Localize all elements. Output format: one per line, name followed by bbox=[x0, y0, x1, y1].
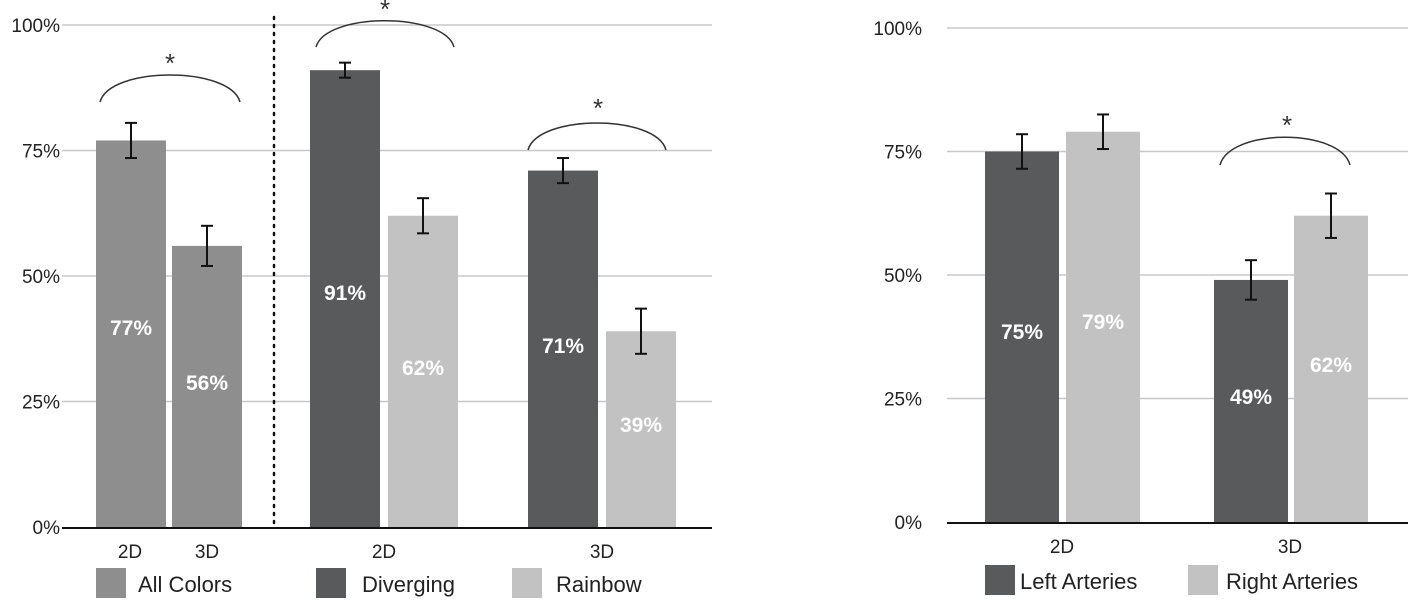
y-tick-label: 25% bbox=[884, 390, 922, 411]
bar-value-label: 62% bbox=[402, 357, 444, 380]
legend-label: All Colors bbox=[138, 572, 232, 597]
y-tick-label: 100% bbox=[11, 16, 60, 37]
chart-panel-2: 0% 25% 50% 75% 100% 75% 79% 49% 62% 2D 3D * Left Art… bbox=[873, 19, 1408, 595]
y-tick-label: 25% bbox=[22, 393, 60, 414]
bar bbox=[528, 170, 598, 527]
bar-value-label: 75% bbox=[1001, 321, 1043, 344]
y-tick-label: 0% bbox=[895, 513, 923, 534]
bar bbox=[606, 331, 676, 527]
bar-value-label: 71% bbox=[542, 335, 584, 358]
bar-value-label: 39% bbox=[620, 414, 662, 437]
x-category-label: 3D bbox=[590, 542, 614, 563]
bar bbox=[310, 70, 380, 528]
legend-label: Right Arteries bbox=[1226, 569, 1358, 594]
bar-value-label: 62% bbox=[1310, 354, 1352, 377]
legend-label: Rainbow bbox=[556, 572, 642, 597]
significance-bracket bbox=[527, 122, 667, 151]
x-category-label: 3D bbox=[195, 542, 219, 563]
bar bbox=[172, 245, 242, 527]
bar bbox=[388, 215, 458, 527]
bar-value-label: 91% bbox=[324, 282, 366, 305]
legend-swatch bbox=[512, 568, 542, 598]
y-tick-label: 75% bbox=[22, 142, 60, 163]
x-category-label: 2D bbox=[372, 542, 396, 563]
bar-value-label: 56% bbox=[186, 372, 228, 395]
bar bbox=[1066, 131, 1140, 523]
y-tick-label: 0% bbox=[33, 518, 61, 539]
significance-marker: * bbox=[1282, 110, 1292, 140]
bar bbox=[1294, 215, 1368, 522]
significance-marker: * bbox=[593, 93, 603, 123]
y-tick-label: 75% bbox=[884, 143, 922, 164]
x-category-label: 2D bbox=[1050, 537, 1074, 558]
bar-value-label: 49% bbox=[1230, 386, 1272, 409]
significance-bracket bbox=[1219, 136, 1351, 166]
legend-swatch bbox=[96, 568, 126, 598]
significance-marker: * bbox=[380, 0, 390, 24]
bar bbox=[1214, 279, 1288, 522]
bar-value-label: 79% bbox=[1082, 311, 1124, 334]
legend-swatch bbox=[316, 568, 346, 598]
bar bbox=[96, 140, 166, 527]
y-tick-label: 50% bbox=[22, 267, 60, 288]
x-category-label: 2D bbox=[118, 542, 142, 563]
significance-bracket bbox=[315, 20, 455, 48]
chart-panel-1: 0% 25% 50% 75% 100% 77% 56% 91% 62% 71% 39% 2D 3D 2D 3… bbox=[11, 0, 712, 598]
bar bbox=[985, 151, 1059, 522]
legend-swatch bbox=[1188, 565, 1218, 595]
significance-marker: * bbox=[165, 48, 175, 78]
bar-value-label: 77% bbox=[110, 317, 152, 340]
legend-swatch bbox=[985, 565, 1015, 595]
legend-label: Diverging bbox=[362, 572, 455, 597]
x-category-label: 3D bbox=[1278, 537, 1302, 558]
y-tick-label: 100% bbox=[873, 19, 922, 40]
y-tick-label: 50% bbox=[884, 266, 922, 287]
significance-bracket bbox=[99, 74, 241, 103]
legend-label: Left Arteries bbox=[1020, 569, 1137, 594]
